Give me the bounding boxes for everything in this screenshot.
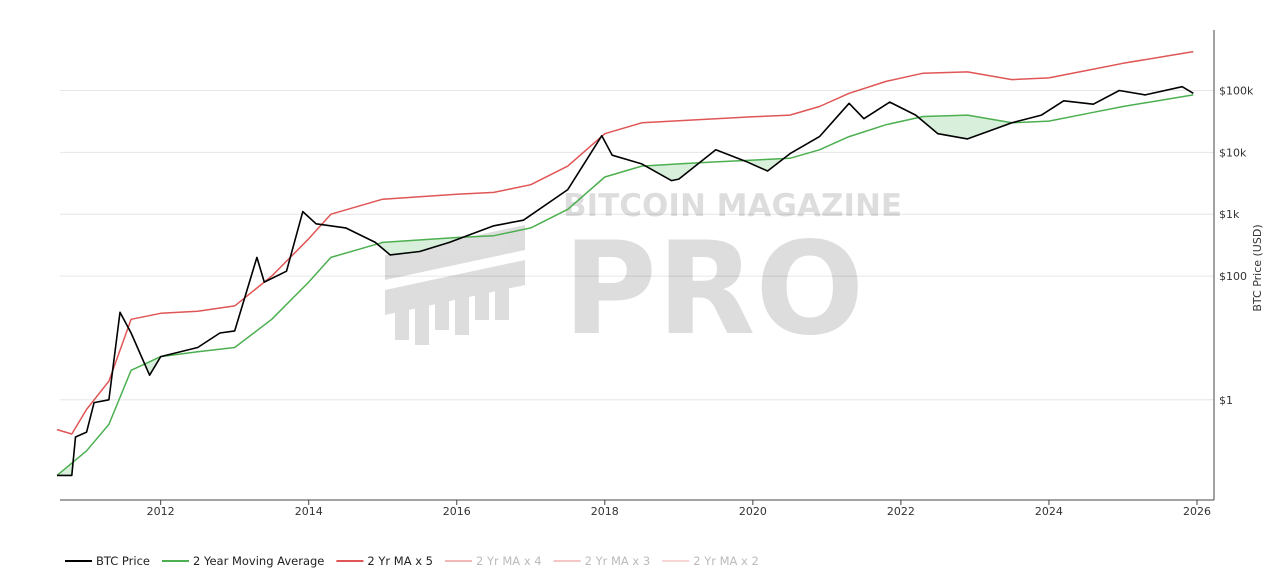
watermark-line2: PRO bbox=[563, 215, 864, 364]
x-tick-label: 2022 bbox=[887, 505, 915, 518]
y-tick-label: $100k bbox=[1219, 84, 1254, 97]
legend-label: 2 Year Moving Average bbox=[193, 554, 324, 568]
y-axis-label: BTC Price (USD) bbox=[1251, 224, 1264, 311]
x-tick-label: 2020 bbox=[739, 505, 767, 518]
x-tick-label: 2018 bbox=[591, 505, 619, 518]
legend-label: 2 Yr MA x 4 bbox=[476, 554, 542, 568]
y-tick-label: $1k bbox=[1219, 208, 1240, 221]
series-lines bbox=[56, 50, 1194, 477]
x-tick-label: 2024 bbox=[1035, 505, 1063, 518]
x-tick-label: 2012 bbox=[147, 505, 175, 518]
legend-label: BTC Price bbox=[96, 554, 150, 568]
series-line-2 bbox=[56, 50, 1194, 435]
watermark-line1: BITCOIN MAGAZINE bbox=[563, 188, 902, 224]
legend-item[interactable]: BTC Price bbox=[65, 554, 150, 568]
legend-item[interactable]: 2 Yr MA x 5 bbox=[336, 554, 433, 568]
y-tick-label: $1 bbox=[1219, 394, 1233, 407]
y-axis-ticks: $1 $100 $1k $10k $100k bbox=[1219, 84, 1254, 406]
series-line-1 bbox=[56, 94, 1194, 476]
watermark: BITCOIN MAGAZINE PRO bbox=[385, 188, 902, 364]
legend-label: 2 Yr MA x 2 bbox=[693, 554, 759, 568]
y-tick-label: $100 bbox=[1219, 270, 1247, 283]
y-tick-label: $10k bbox=[1219, 146, 1247, 159]
legend-item[interactable]: 2 Year Moving Average bbox=[161, 554, 324, 568]
x-tick-label: 2016 bbox=[443, 505, 471, 518]
x-axis-ticks: 2012 2014 2016 2018 2020 2022 2024 2026 bbox=[147, 500, 1211, 518]
legend-item[interactable]: 2 Yr MA x 2 bbox=[662, 554, 759, 568]
legend-item[interactable]: 2 Yr MA x 4 bbox=[445, 554, 542, 568]
grid bbox=[60, 89, 1214, 401]
x-tick-label: 2026 bbox=[1183, 505, 1211, 518]
watermark-logo-mark bbox=[385, 225, 525, 345]
series-line-0 bbox=[57, 85, 1194, 477]
legend-label: 2 Yr MA x 5 bbox=[367, 554, 433, 568]
x-tick-label: 2014 bbox=[295, 505, 323, 518]
legend-item[interactable]: 2 Yr MA x 3 bbox=[553, 554, 651, 568]
legend: BTC Price 2 Year Moving Average 2 Yr MA x … bbox=[65, 554, 759, 568]
legend-label: 2 Yr MA x 3 bbox=[585, 554, 651, 568]
